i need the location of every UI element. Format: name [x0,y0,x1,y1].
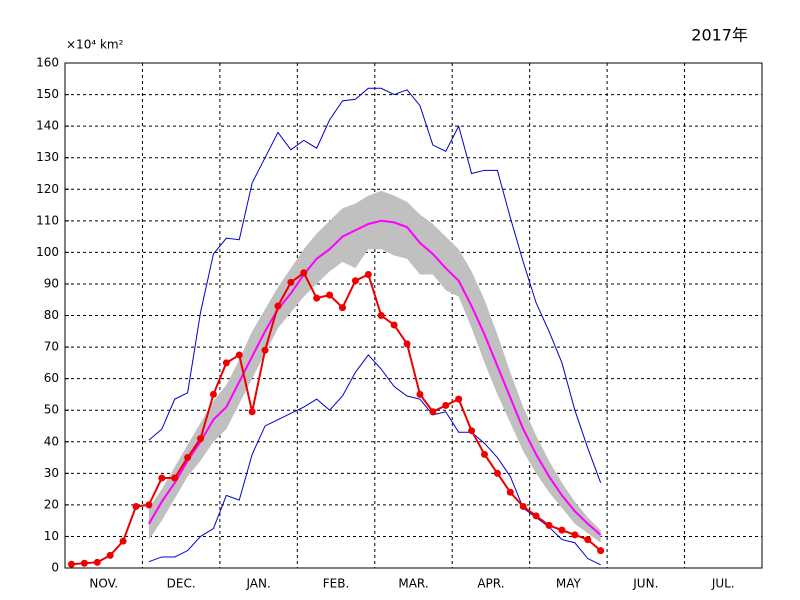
std-band [148,190,601,543]
x-tick-label: MAY [556,577,582,591]
series-line [148,354,601,566]
data-point [287,278,295,286]
data-point [468,427,476,435]
y-tick-label: 40 [44,434,59,448]
y-tick-label: 0 [51,561,59,575]
y-tick-label: 160 [36,56,59,70]
data-point [429,408,437,416]
chart-title: 2017年 [691,26,748,45]
y-tick-label: 70 [44,340,59,354]
data-point [313,294,321,302]
y-tick-label: 60 [44,371,59,385]
x-tick-label: JAN. [245,577,270,591]
y-tick-label: 30 [44,466,59,480]
x-tick-label: FEB. [323,577,350,591]
data-point [597,547,605,555]
data-point [364,270,372,278]
x-tick-label: NOV. [89,577,118,591]
x-tick-label: JUL. [711,577,735,591]
data-point [184,454,192,462]
data-point [158,474,166,482]
series-line [148,87,602,483]
data-point [532,512,540,520]
data-point [248,408,256,416]
data-point [197,435,205,443]
data-point [235,351,243,359]
y-unit: ×10⁴ km² [66,38,124,52]
data-point [300,269,308,277]
y-tick-label: 50 [44,403,59,417]
data-point [455,395,463,403]
data-point [93,558,101,566]
y-tick-label: 120 [36,182,59,196]
y-tick-label: 140 [36,119,59,133]
y-tick-label: 110 [36,213,59,227]
data-point [545,521,553,529]
series-line [148,219,602,536]
data-point [480,450,488,458]
x-tick-label: MAR. [398,577,428,591]
data-point [67,560,75,568]
x-tick-label: APR. [477,577,504,591]
data-point [377,312,385,319]
y-tick-label: 100 [36,245,59,259]
y-tick-label: 150 [36,87,59,101]
data-point [209,390,217,398]
data-point [584,536,592,544]
data-point [571,531,579,539]
x-tick-label: JUN. [632,577,658,591]
data-point [222,359,230,367]
y-tick-label: 90 [44,276,59,290]
data-point [274,302,282,310]
x-tick-label: DEC. [167,577,196,591]
data-point [506,488,514,496]
y-tick-label: 130 [36,150,59,164]
data-point [326,291,334,299]
data-point [442,401,450,409]
data-point [351,277,359,285]
y-tick-label: 20 [44,497,59,511]
data-point [145,501,153,509]
data-point [403,340,411,348]
data-point [119,537,127,545]
data-point [416,390,424,398]
data-point [106,551,114,559]
data-point [519,502,527,510]
data-point [80,559,88,567]
plot-frame [64,62,763,569]
y-tick-label: 80 [44,308,59,322]
data-point [339,304,347,312]
data-point [493,469,501,477]
data-point [261,346,269,354]
data-point [390,321,398,329]
data-point [558,526,566,534]
y-tick-label: 10 [44,529,59,543]
data-point [171,474,179,482]
data-point [132,502,140,510]
